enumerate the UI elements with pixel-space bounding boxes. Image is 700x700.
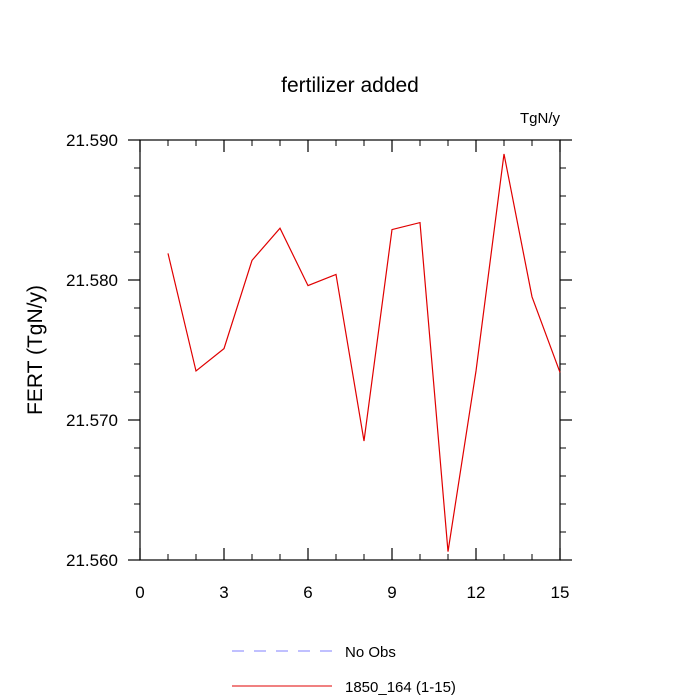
y-tick-label: 21.580 [66,271,118,290]
y-tick-label: 21.560 [66,551,118,570]
y-tick-label: 21.590 [66,131,118,150]
x-tick-label: 12 [467,583,486,602]
legend: No Obs 1850_164 (1-15) [232,644,456,696]
legend-label-1850-164: 1850_164 (1-15) [345,679,456,696]
x-axis-tick-labels: 0 3 6 9 12 15 [135,583,569,602]
y-axis-ticks [128,139,572,561]
chart-title: fertilizer added [281,74,419,97]
y-tick-label: 21.570 [66,411,118,430]
x-tick-label: 3 [219,583,228,602]
units-label: TgN/y [520,110,561,127]
x-tick-label: 15 [551,583,570,602]
legend-label-no-obs: No Obs [345,644,396,661]
y-axis-tick-labels: 21.560 21.570 21.580 21.590 [66,131,118,570]
series-line [167,153,561,552]
y-axis-label: FERT (TgN/y) [24,285,47,415]
x-tick-label: 9 [387,583,396,602]
plot-frame [139,139,561,561]
x-axis-ticks [139,140,561,560]
series-group [167,153,561,552]
x-tick-label: 0 [135,583,144,602]
x-tick-label: 6 [303,583,312,602]
